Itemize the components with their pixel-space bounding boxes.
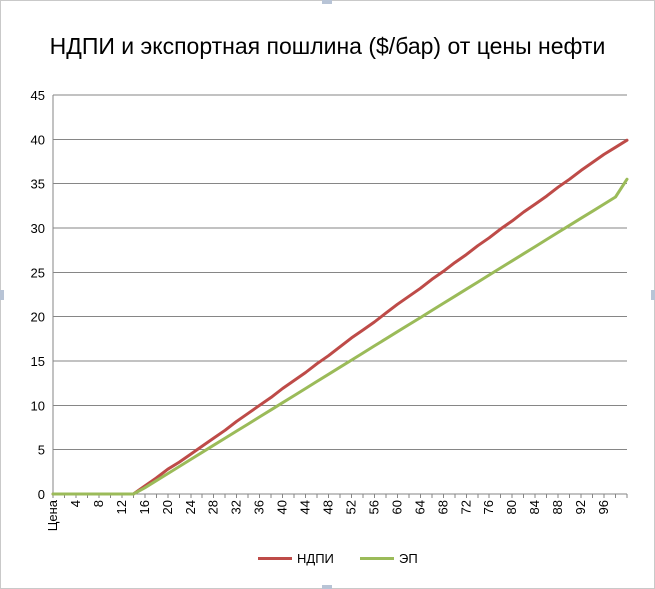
y-axis-ticks: 0 5 10 15 20 25 30 35 40 45 [31,88,45,502]
y-tick-label: 20 [31,310,45,325]
legend-swatch-ndpi [258,556,292,560]
x-tick-label: 36 [252,500,267,514]
y-tick-label: 0 [38,487,45,502]
resize-handle-top[interactable] [322,0,332,4]
x-tick-label: 20 [160,500,175,514]
x-axis: Цена 4 8 12 16 20 24 28 32 36 40 44 48 52 56 60 64 68 72 76… [45,95,628,531]
y-tick-label: 5 [38,443,45,458]
legend-item-ndpi: НДПИ [258,548,334,568]
y-tick-label: 30 [31,221,45,236]
x-tick-label: 92 [573,500,588,514]
gridlines [53,94,627,495]
x-tick-label: 24 [183,500,198,514]
x-tick-label: 56 [366,500,381,514]
legend-swatch-ep [360,556,394,560]
legend: НДПИ ЭП [0,548,655,568]
x-tick-label: 60 [389,500,404,514]
resize-handle-right[interactable] [651,290,655,300]
legend-item-ep: ЭП [360,548,418,568]
y-tick-label: 35 [31,177,45,192]
legend-label-ndpi: НДПИ [297,550,334,566]
x-tick-label: 28 [206,500,221,514]
x-tick-label: 40 [275,500,290,514]
x-tick-label: 84 [527,500,542,514]
x-tick-label: 80 [504,500,519,514]
x-tick-label: 52 [343,500,358,514]
x-tick-label: Цена [45,499,60,531]
y-tick-label: 10 [31,398,45,413]
series-lines [51,138,629,496]
x-tick-label: 8 [91,500,106,507]
x-tick-label: 72 [458,500,473,514]
series-line-ep [51,177,629,496]
x-tick-label: 16 [137,500,152,514]
y-tick-label: 25 [31,265,45,280]
x-tick-label: 88 [550,500,565,514]
x-tick-label: 12 [114,500,129,514]
x-tick-label: 64 [412,500,427,514]
resize-handle-bottom[interactable] [322,585,332,589]
y-tick-label: 40 [31,132,45,147]
y-tick-label: 45 [31,88,45,103]
x-tick-label: 32 [229,500,244,514]
series-line-ndpi [51,138,629,496]
x-tick-label: 48 [321,500,336,514]
resize-handle-left[interactable] [0,290,4,300]
x-tick-label: 68 [435,500,450,514]
x-tick-label: 76 [481,500,496,514]
x-tick-label: 44 [298,500,313,514]
legend-label-ep: ЭП [399,550,418,566]
x-tick-label: 4 [68,500,83,507]
y-tick-label: 15 [31,354,45,369]
chart-title: НДПИ и экспортная пошлина ($/бар) от цен… [49,33,606,59]
x-tick-label: 96 [596,500,611,514]
